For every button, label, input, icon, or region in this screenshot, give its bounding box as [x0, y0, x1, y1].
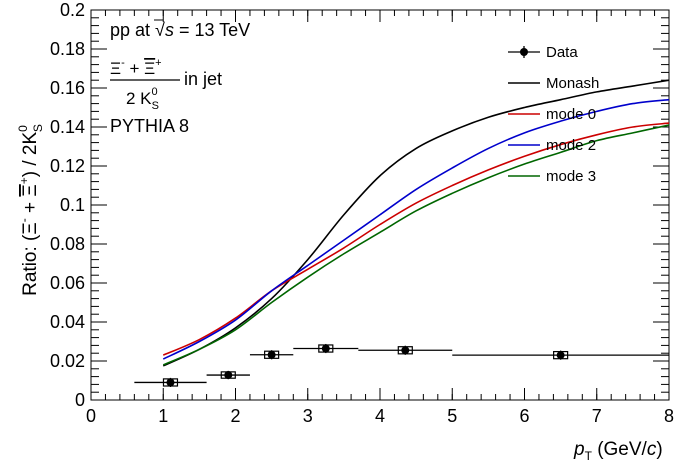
frac-den-sup: 0 [152, 86, 158, 98]
ylabel-plus-sup: + [17, 177, 31, 184]
series-lines [162, 79, 670, 367]
annotation-collision: pp at √s = 13 TeV [110, 20, 250, 40]
series-line-mode-2 [162, 98, 670, 360]
y-axis-label: Ratio: (Ξ- + Ξ+) / 2K0S [16, 124, 45, 296]
ylabel-xi-minus: Ξ [20, 222, 41, 234]
legend-label: mode 2 [546, 137, 596, 154]
x-tick-label: 0 [86, 406, 96, 426]
frac-num-sup1: - [121, 57, 125, 69]
tick-labels: 0 1 2 3 4 5 6 7 8 0 0.02 0.04 0.06 0.08 0.1 0.12 0.14 0.1… [50, 0, 674, 426]
legend-label: mode 0 [546, 106, 596, 123]
legend-item-mode-3: mode 3 [508, 168, 596, 185]
legend-item-monash: Monash [508, 75, 599, 92]
y-tick-label: 0.1 [60, 195, 85, 215]
legend: Data Monash mode 0 mode 2 mode 3 [508, 44, 599, 185]
x-tick-label: 8 [664, 406, 674, 426]
data-point-marker [267, 350, 276, 359]
frac-num-xi2: Ξ [144, 59, 155, 78]
data-point-marker [224, 371, 233, 380]
frac-den: 2 K [126, 89, 152, 108]
x-tick-label: 3 [303, 406, 313, 426]
x-tick-label: 7 [592, 406, 602, 426]
data-point-marker [401, 346, 410, 355]
annotation-generator: PYTHIA 8 [110, 116, 189, 136]
ylabel-minus-sup: - [17, 218, 31, 222]
y-tick-label: 0.08 [50, 234, 85, 254]
x-tick-label: 1 [158, 406, 168, 426]
frac-num-sup2: + [155, 57, 161, 69]
xlabel-unit-open: (GeV/ [592, 439, 648, 460]
annotation-line1-suffix: = 13 TeV [174, 20, 250, 40]
y-tick-label: 0.16 [50, 78, 85, 98]
ylabel-k-sup: 0 [16, 125, 30, 132]
x-tick-label: 2 [230, 406, 240, 426]
data-points [134, 343, 669, 388]
y-tick-label: 0.12 [50, 156, 85, 176]
xlabel-var: p [573, 439, 585, 460]
ylabel-close: ) / 2K [20, 132, 41, 178]
x-tick-label: 6 [519, 406, 529, 426]
annotation-in-jet: in jet [184, 69, 222, 89]
ylabel-prefix: Ratio: ( [20, 234, 41, 296]
series-line-mode-0 [162, 122, 670, 356]
ylabel-k-sub: S [31, 124, 45, 132]
xlabel-unit-close: ) [656, 439, 662, 460]
legend-swatch-marker [520, 48, 528, 56]
annotation-line1-prefix: pp at [110, 20, 155, 40]
annotation-sqrt-var: s [165, 20, 174, 40]
y-tick-label: 0.06 [50, 273, 85, 293]
x-tick-label: 5 [447, 406, 457, 426]
data-point [452, 350, 669, 360]
legend-item-mode-0: mode 0 [508, 106, 596, 123]
y-tick-label: 0.14 [50, 117, 85, 137]
y-tick-label: 0.04 [50, 312, 85, 332]
xlabel-sub: T [585, 449, 593, 463]
annotation-sqrt-symbol: √ [155, 20, 165, 40]
y-tick-label: 0.02 [50, 351, 85, 371]
x-axis-label: pT (GeV/c) [573, 439, 663, 463]
legend-item-data: Data [508, 44, 578, 61]
frac-num-xi1: Ξ [110, 59, 121, 78]
axis-ticks [90, 9, 670, 401]
legend-label: Monash [546, 75, 599, 92]
data-point-marker [556, 351, 565, 360]
legend-label: mode 3 [546, 168, 596, 185]
x-tick-label: 4 [375, 406, 385, 426]
data-point [206, 370, 250, 380]
ylabel-xi-plus: Ξ [20, 184, 41, 196]
data-point [249, 350, 294, 360]
y-tick-label: 0.18 [50, 39, 85, 59]
data-point [134, 377, 207, 388]
data-point [358, 345, 453, 355]
legend-label: Data [546, 44, 578, 61]
annotation-fraction-numerator: Ξ- + Ξ+ [110, 57, 162, 78]
y-tick-label: 0.2 [60, 0, 85, 20]
annotation-fraction-denominator: 2 K0 S [126, 86, 159, 112]
data-point-marker [321, 344, 330, 353]
legend-item-mode-2: mode 2 [508, 137, 596, 154]
frac-num-plus: + [125, 59, 144, 78]
data-point-marker [166, 378, 175, 387]
ylabel-plus: + [20, 197, 41, 219]
series-line-mode-3 [162, 124, 670, 366]
frac-den-sub: S [152, 100, 159, 112]
xlabel-unit-c: c [647, 439, 657, 460]
data-point [293, 343, 359, 354]
series-line-monash [162, 79, 670, 367]
y-tick-label: 0 [75, 390, 85, 410]
